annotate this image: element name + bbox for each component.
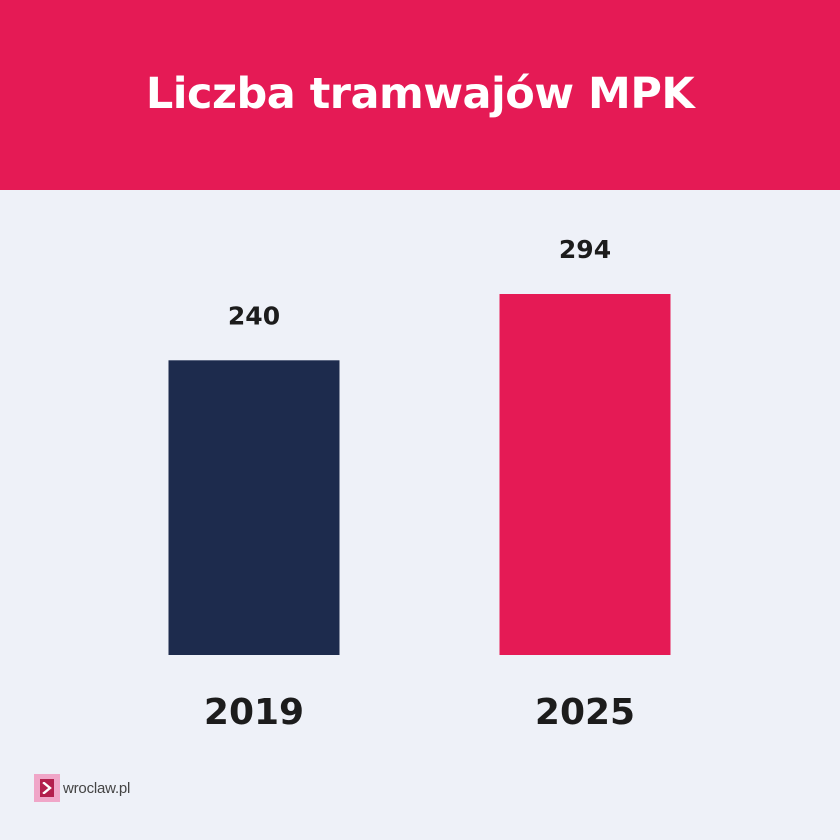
brand-logo[interactable]: wroclaw.pl — [34, 774, 130, 802]
header-banner: Liczba tramwajów MPK — [0, 0, 840, 190]
bar-2019 — [168, 360, 340, 655]
bar-2025 — [499, 294, 671, 655]
brand-text: wroclaw.pl — [63, 779, 131, 797]
category-label-2025: 2025 — [535, 692, 635, 733]
category-label-2019: 2019 — [204, 692, 304, 733]
value-label-2025: 294 — [559, 235, 611, 264]
bar-chart: 240 2019 294 2025 — [168, 235, 671, 733]
chart-title: Liczba tramwajów MPK — [145, 69, 695, 119]
chevron-right-icon — [34, 774, 60, 802]
value-label-2019: 240 — [228, 301, 280, 330]
